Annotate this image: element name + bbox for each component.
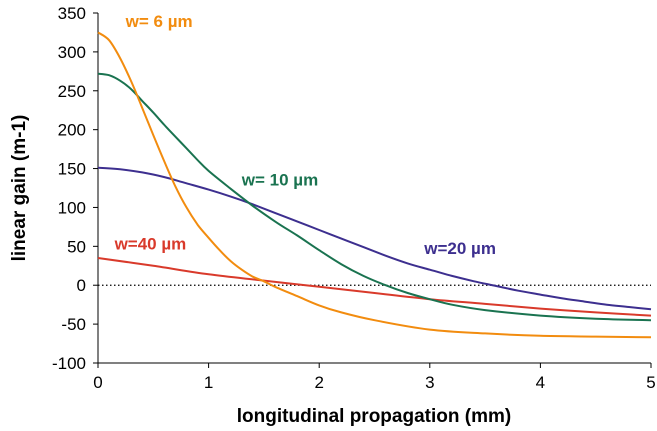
series-lines [97,31,652,339]
y-tick-label: 250 [58,82,86,101]
series-label: w=20 µm [423,239,496,258]
x-axis-ticks: 0 1 2 3 4 5 [93,363,656,392]
x-tick-label: 0 [93,373,102,392]
plot-area [98,13,651,363]
y-axis-ticks: -100 -50 0 50 100 150 200 250 300 350 [52,4,98,373]
series-line [97,257,652,317]
x-axis-title: longitudinal propagation (mm) [237,406,511,427]
series-line [97,31,652,339]
x-tick-label: 5 [646,373,655,392]
x-tick-label: 1 [204,373,213,392]
y-tick-label: 0 [77,276,86,295]
y-axis-title: linear gain (m-1) [9,115,30,262]
series-line [97,72,652,322]
y-tick-label: 200 [58,121,86,140]
y-tick-label: -50 [61,315,86,334]
x-tick-label: 4 [536,373,545,392]
y-tick-label: 300 [58,43,86,62]
y-tick-label: 100 [58,198,86,217]
y-tick-label: 150 [58,160,86,179]
y-tick-label: 50 [67,237,86,256]
series-label: w=40 µm [114,234,187,253]
x-tick-label: 2 [314,373,323,392]
x-tick-label: 3 [425,373,434,392]
y-tick-label: -100 [52,354,86,373]
series-label: w= 10 µm [241,171,318,190]
series-label: w= 6 µm [125,12,193,31]
series-labels: w= 6 µm w= 10 µm w=20 µm w=40 µm [114,12,496,258]
y-tick-label: 350 [58,4,86,23]
series-line [97,166,652,311]
